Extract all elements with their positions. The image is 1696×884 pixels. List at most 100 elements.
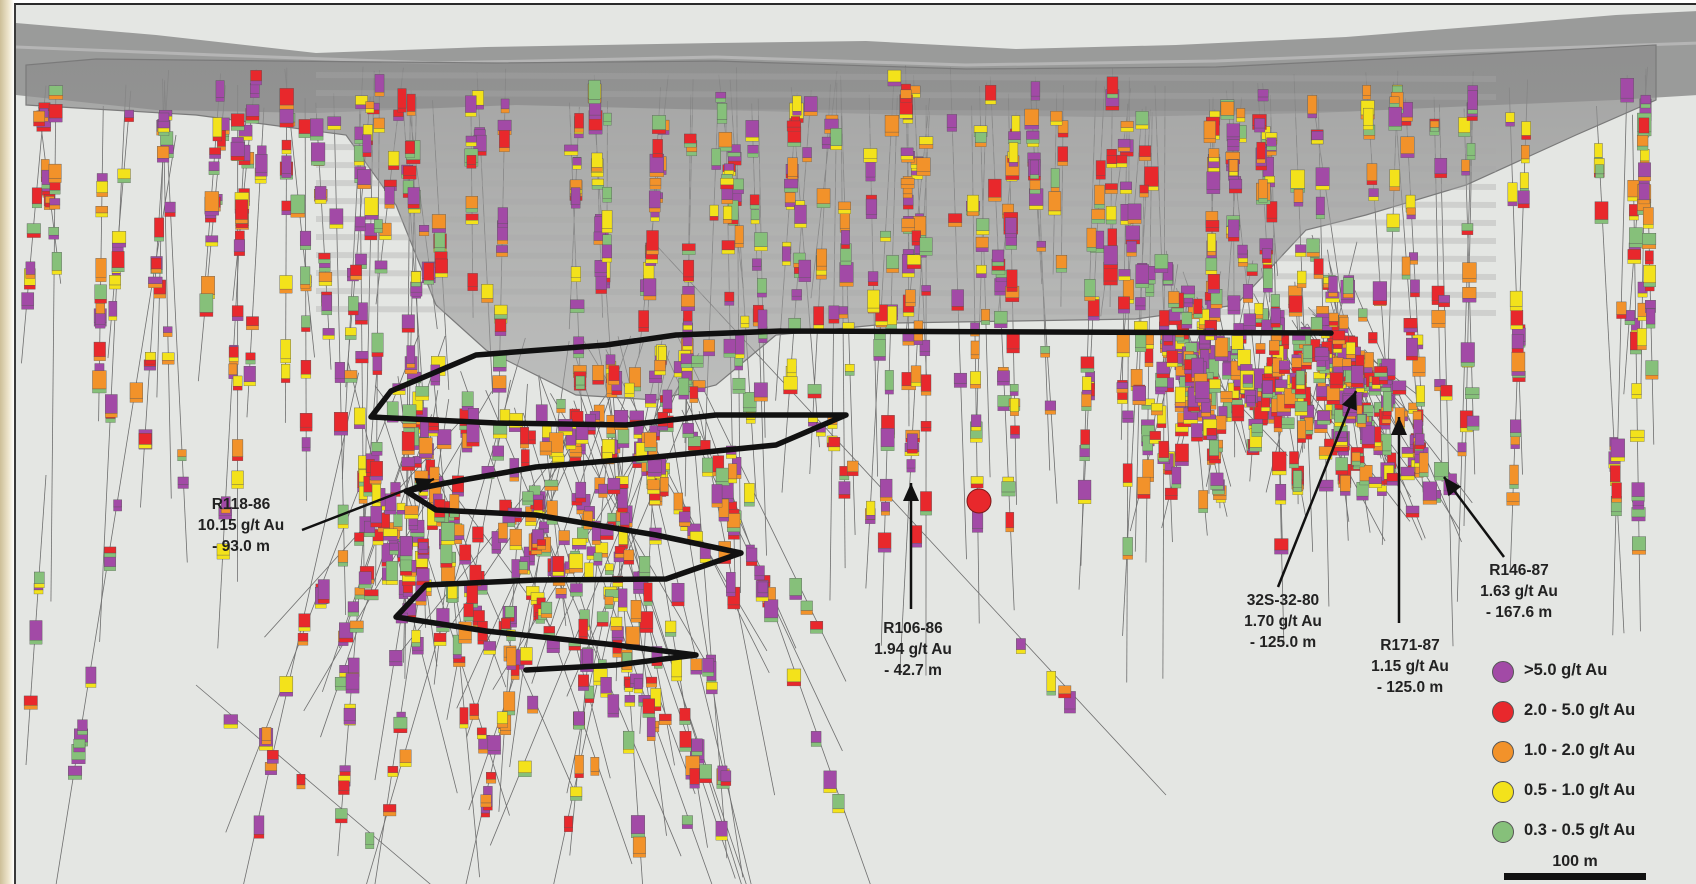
assay-interval bbox=[1358, 317, 1368, 322]
assay-interval bbox=[411, 642, 421, 647]
assay-interval bbox=[238, 160, 251, 166]
assay-interval bbox=[402, 581, 416, 586]
assay-interval bbox=[372, 370, 383, 375]
assay-interval bbox=[970, 340, 980, 356]
assay-interval bbox=[246, 104, 260, 117]
assay-interval bbox=[1105, 189, 1118, 194]
assay-interval bbox=[1135, 264, 1149, 285]
assay-interval bbox=[573, 353, 584, 359]
assay-interval bbox=[723, 353, 737, 358]
assay-interval bbox=[1095, 160, 1106, 176]
assay-interval bbox=[1008, 162, 1019, 167]
assay-interval bbox=[1106, 76, 1119, 95]
assay-interval bbox=[1640, 149, 1650, 162]
assay-interval bbox=[572, 545, 587, 550]
assay-interval bbox=[552, 555, 565, 572]
assay-interval bbox=[1351, 460, 1361, 466]
assay-interval bbox=[1644, 250, 1654, 261]
assay-interval bbox=[329, 208, 344, 225]
assay-interval bbox=[365, 101, 375, 110]
assay-interval bbox=[404, 140, 415, 154]
assay-interval bbox=[472, 526, 484, 539]
assay-interval bbox=[1611, 482, 1622, 499]
assay-interval bbox=[873, 356, 886, 361]
assay-interval bbox=[1005, 527, 1014, 533]
assay-interval bbox=[49, 204, 61, 210]
assay-interval bbox=[1242, 284, 1254, 299]
assay-interval bbox=[430, 381, 441, 386]
assay-interval bbox=[735, 354, 745, 359]
assay-interval bbox=[431, 228, 446, 233]
assay-interval bbox=[1105, 183, 1118, 190]
assay-interval bbox=[68, 765, 83, 776]
assay-interval bbox=[1263, 288, 1273, 293]
assay-interval bbox=[816, 203, 831, 208]
assay-interval bbox=[1262, 393, 1273, 398]
assay-interval bbox=[1466, 143, 1476, 156]
callout-arrow-head bbox=[1341, 391, 1357, 411]
assay-interval bbox=[1261, 407, 1270, 412]
assay-interval bbox=[1631, 482, 1645, 497]
assay-interval bbox=[301, 447, 311, 452]
assay-interval bbox=[279, 288, 293, 294]
assay-interval bbox=[1122, 418, 1134, 423]
assay-interval bbox=[624, 393, 635, 398]
assay-interval bbox=[300, 266, 311, 285]
assay-interval bbox=[604, 604, 614, 609]
assay-interval bbox=[510, 675, 520, 680]
assay-interval bbox=[1431, 310, 1446, 324]
assay-interval bbox=[1270, 307, 1281, 324]
assay-interval bbox=[1008, 131, 1021, 141]
assay-interval bbox=[436, 429, 452, 446]
assay-interval bbox=[199, 293, 214, 313]
assay-interval bbox=[1506, 501, 1520, 506]
assay-interval bbox=[354, 541, 364, 546]
assay-interval bbox=[689, 386, 699, 399]
assay-interval bbox=[138, 444, 152, 449]
assay-interval bbox=[1214, 337, 1229, 358]
assay-interval bbox=[1103, 264, 1118, 269]
assay-interval bbox=[1231, 335, 1244, 350]
assay-interval bbox=[387, 766, 399, 773]
assay-interval bbox=[607, 489, 621, 495]
assay-interval bbox=[148, 283, 163, 288]
assay-interval bbox=[1229, 178, 1243, 190]
assay-interval bbox=[588, 99, 601, 104]
assay-interval bbox=[415, 600, 427, 606]
assay-interval bbox=[976, 273, 987, 278]
assay-interval bbox=[1199, 343, 1211, 349]
assay-interval bbox=[787, 157, 798, 177]
assay-interval bbox=[23, 695, 38, 706]
assay-interval bbox=[1295, 384, 1305, 390]
assay-interval bbox=[104, 546, 117, 554]
assay-interval bbox=[816, 248, 827, 267]
assay-interval bbox=[1339, 316, 1349, 329]
assay-interval bbox=[1314, 356, 1329, 361]
assay-interval bbox=[1079, 456, 1090, 462]
assay-interval bbox=[406, 93, 416, 112]
assay-interval bbox=[117, 168, 131, 180]
assay-interval bbox=[154, 217, 164, 238]
assay-interval bbox=[607, 512, 617, 522]
assay-interval bbox=[807, 384, 822, 395]
assay-interval bbox=[1297, 420, 1306, 439]
assay-interval bbox=[639, 556, 651, 573]
assay-interval bbox=[371, 352, 384, 357]
assay-interval bbox=[1237, 349, 1251, 367]
drillhole-trace bbox=[304, 98, 307, 501]
assay-interval bbox=[606, 433, 616, 438]
drillhole-trace bbox=[1438, 104, 1454, 647]
assay-interval bbox=[703, 339, 715, 353]
assay-interval bbox=[650, 216, 660, 222]
assay-interval bbox=[71, 759, 86, 765]
assay-interval bbox=[1363, 135, 1376, 140]
assay-interval bbox=[254, 179, 267, 184]
assay-interval bbox=[1351, 365, 1364, 384]
assay-interval bbox=[639, 628, 654, 633]
assay-interval bbox=[1317, 420, 1331, 425]
assay-interval bbox=[1120, 189, 1132, 194]
assay-interval bbox=[1342, 366, 1352, 371]
assay-interval bbox=[1315, 214, 1325, 220]
assay-interval bbox=[1106, 163, 1117, 169]
assay-interval bbox=[643, 582, 653, 602]
